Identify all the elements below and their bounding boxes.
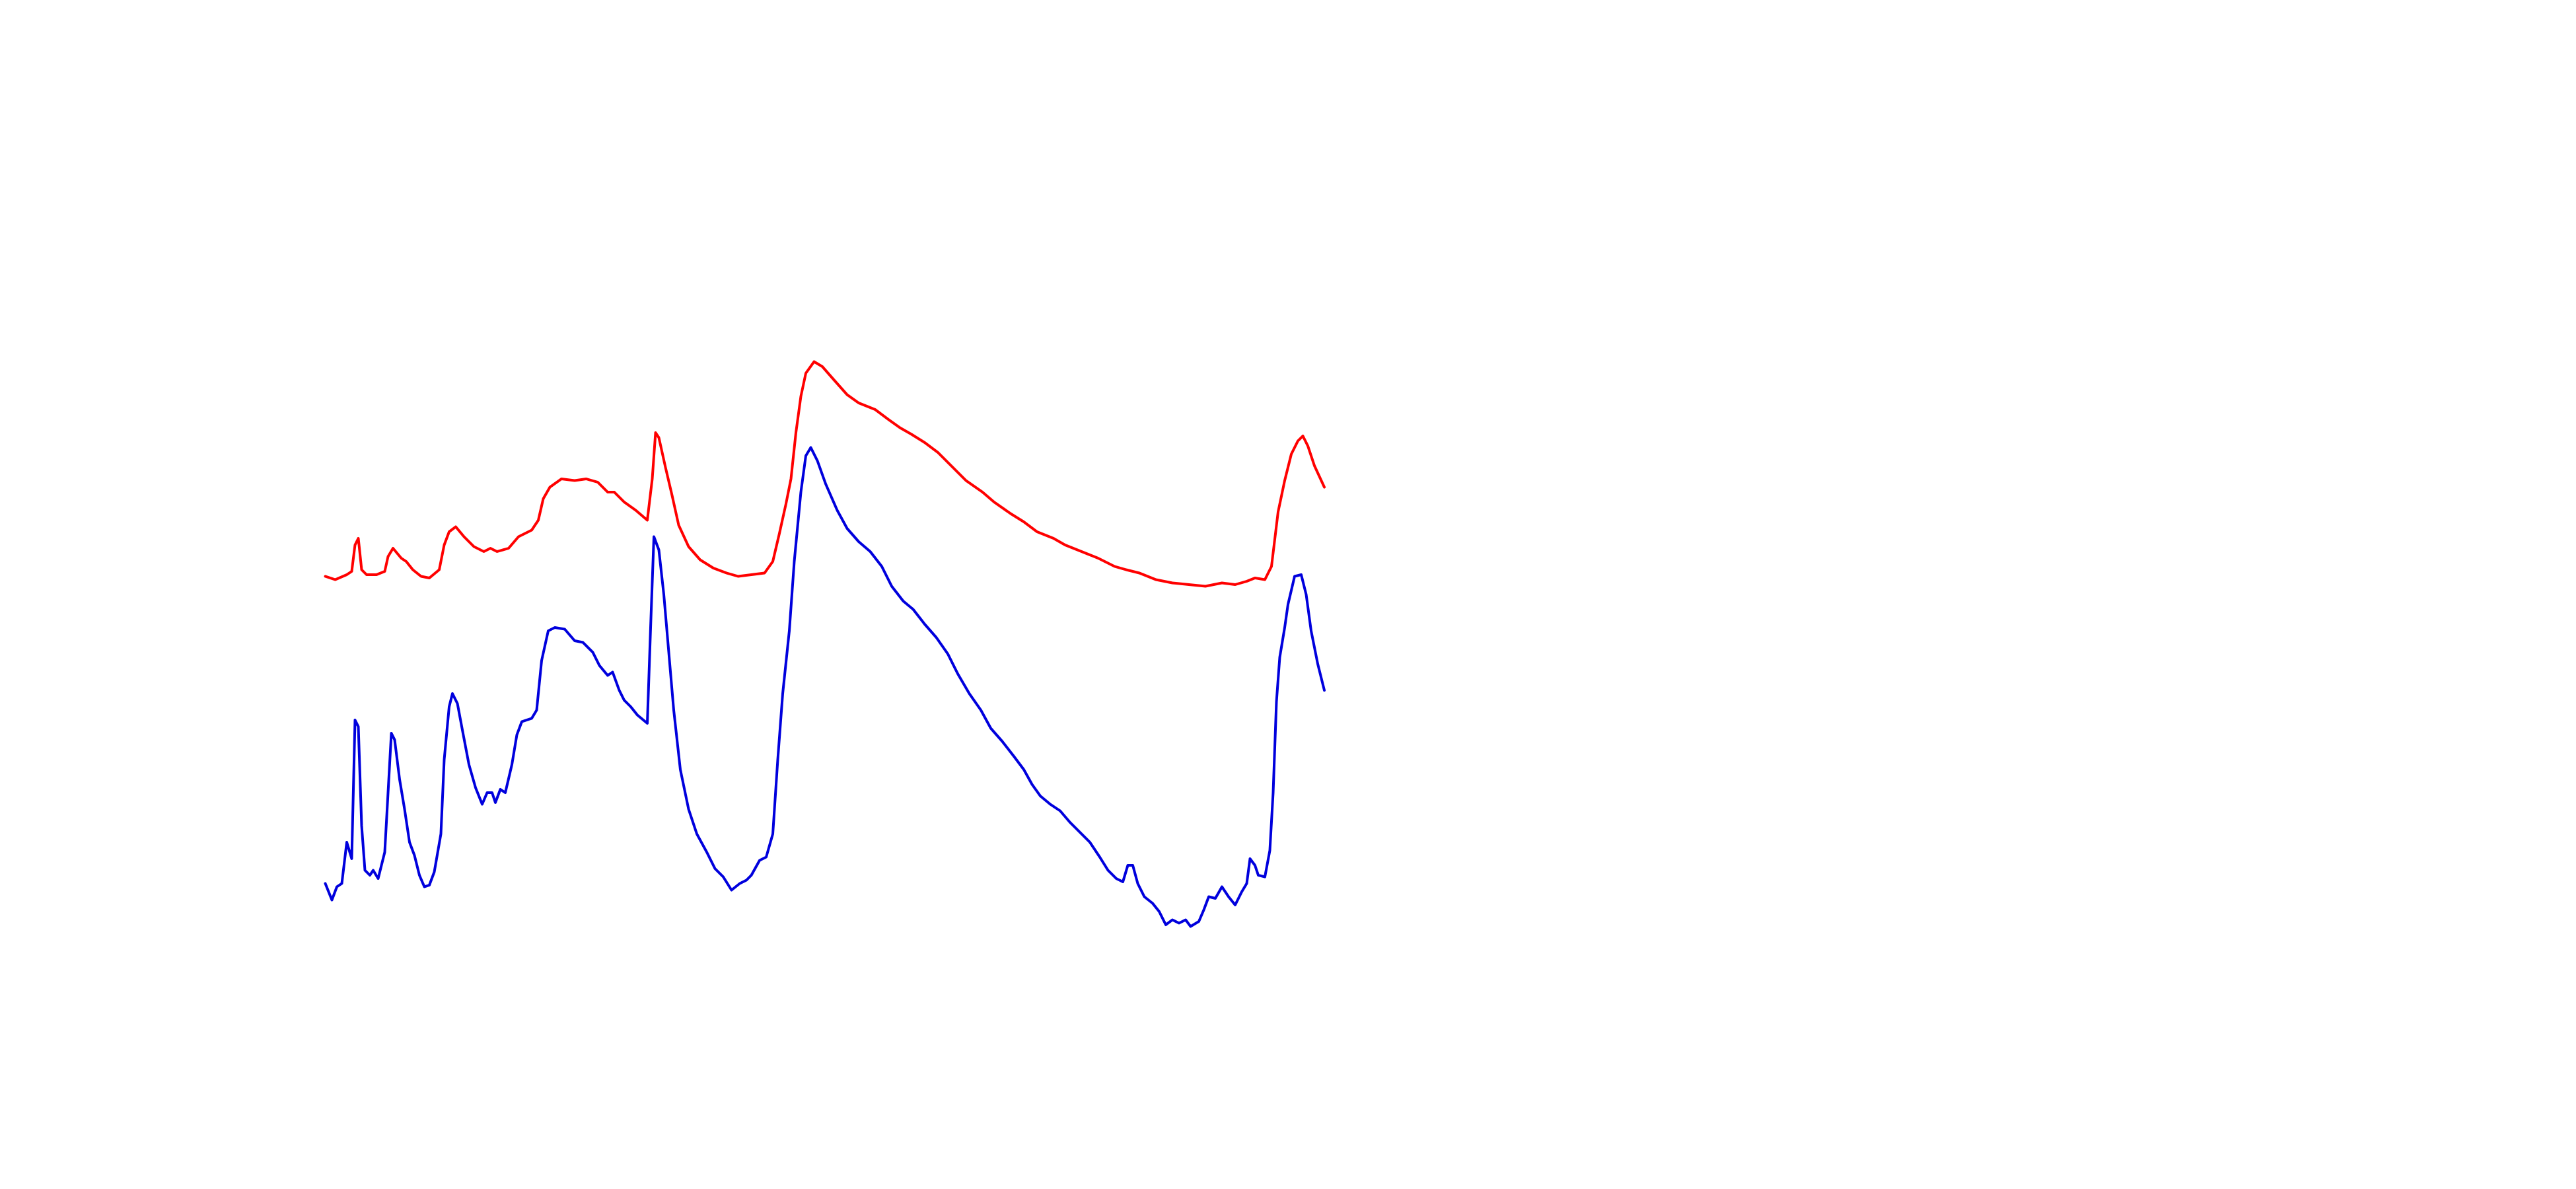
line-series: [324, 446, 1326, 928]
line-series: [324, 360, 1326, 588]
